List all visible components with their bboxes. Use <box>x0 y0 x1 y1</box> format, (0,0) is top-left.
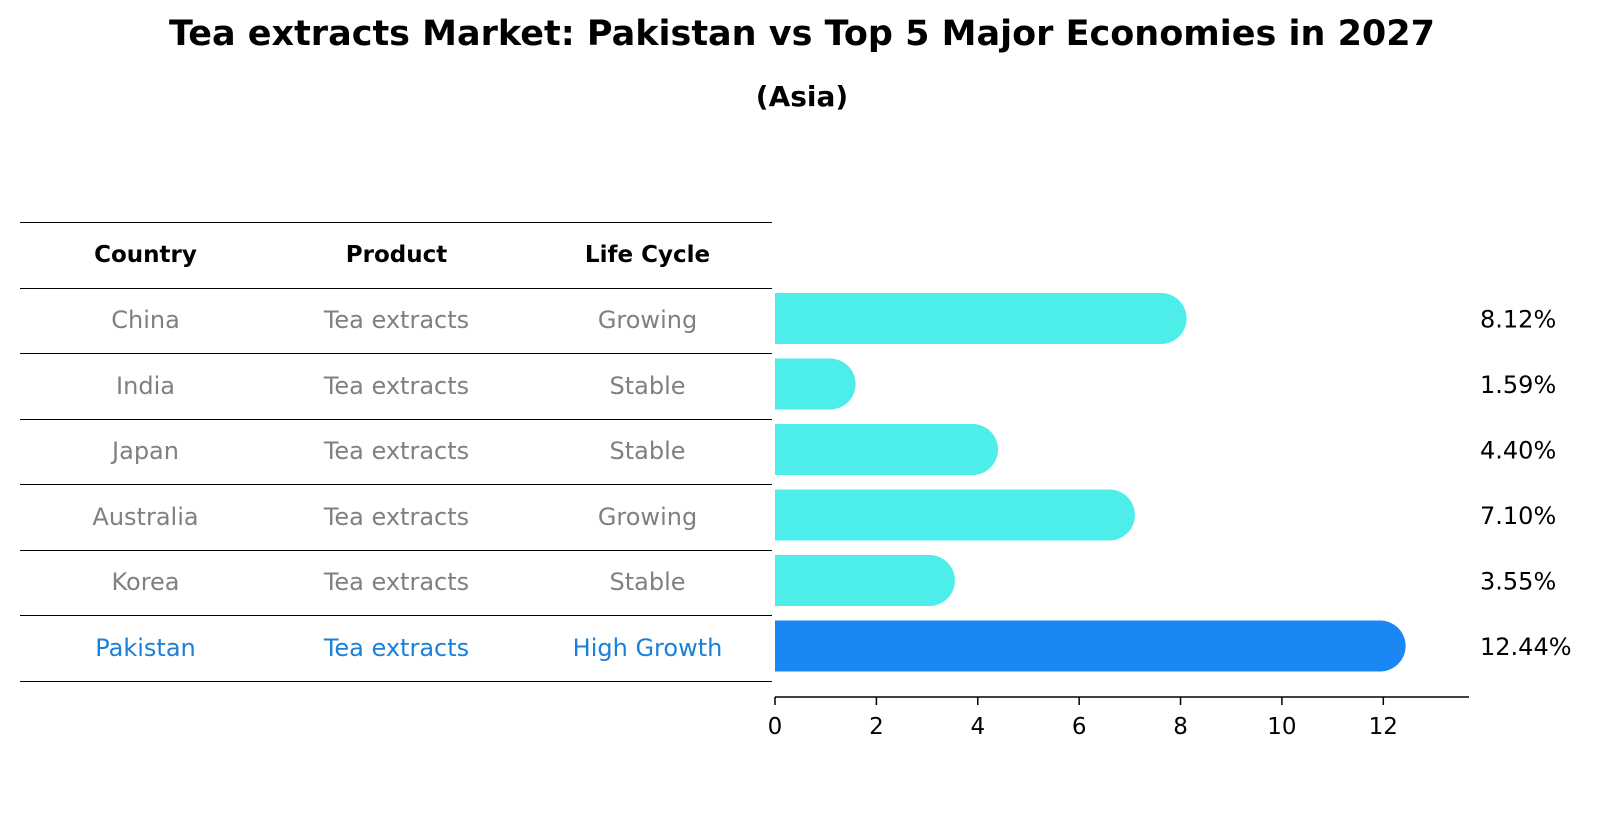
bar-korea <box>775 555 955 606</box>
table-cell-country: India <box>116 371 175 400</box>
table-rule <box>20 549 772 551</box>
table-cell-product: Tea extracts <box>323 306 470 335</box>
bar-india <box>775 358 856 410</box>
table-cell-life-cycle: Growing <box>597 306 698 335</box>
table-cell-product: Tea extracts <box>323 568 470 597</box>
table-rule <box>20 615 772 616</box>
bar-australia <box>775 489 1135 541</box>
value-label: 1.59% <box>1480 371 1556 399</box>
bar-pakistan <box>775 620 1406 672</box>
x-tick-label: 0 <box>768 714 783 740</box>
value-label: 4.40% <box>1480 437 1556 465</box>
bar-japan <box>775 424 999 475</box>
x-tick-label: 4 <box>970 714 985 740</box>
chart-subtitle: (Asia) <box>755 80 849 113</box>
table-cell-life-cycle: High Growth <box>572 633 723 662</box>
table-cell-life-cycle: Stable <box>609 437 686 466</box>
table-cell-life-cycle: Growing <box>597 502 698 531</box>
table-rule <box>20 353 772 354</box>
x-tick-label: 8 <box>1173 714 1188 740</box>
value-label: 3.55% <box>1480 568 1556 596</box>
value-label: 12.44% <box>1480 633 1572 661</box>
table-header-cell: Product <box>345 241 448 268</box>
x-tick-label: 12 <box>1369 714 1398 740</box>
table-cell-country: Japan <box>112 437 179 466</box>
table-cell-country: Korea <box>111 568 180 597</box>
table-header-cell: Life Cycle <box>584 241 711 268</box>
table-cell-product: Tea extracts <box>323 437 470 466</box>
bar-china <box>775 293 1187 344</box>
table-rule <box>20 222 772 223</box>
table-header-cell: Country <box>94 241 197 268</box>
chart-title: Tea extracts Market: Pakistan vs Top 5 M… <box>169 14 1435 54</box>
x-tick-label: 6 <box>1072 714 1087 740</box>
table-rule <box>20 680 772 682</box>
table-rule <box>20 418 772 420</box>
table-cell-life-cycle: Stable <box>609 371 686 400</box>
table-cell-country: China <box>111 306 180 335</box>
table-cell-product: Tea extracts <box>323 633 470 662</box>
table-cell-life-cycle: Stable <box>609 568 686 597</box>
table-cell-product: Tea extracts <box>323 502 470 531</box>
table-rule <box>20 287 772 289</box>
value-label: 8.12% <box>1480 306 1556 334</box>
value-label: 7.10% <box>1480 502 1556 530</box>
x-tick-label: 10 <box>1267 714 1296 740</box>
x-tick-label: 2 <box>869 714 884 740</box>
table-rule <box>20 484 772 485</box>
table-cell-country: Pakistan <box>95 633 196 662</box>
table-cell-country: Australia <box>92 502 199 531</box>
table-cell-product: Tea extracts <box>323 371 470 400</box>
